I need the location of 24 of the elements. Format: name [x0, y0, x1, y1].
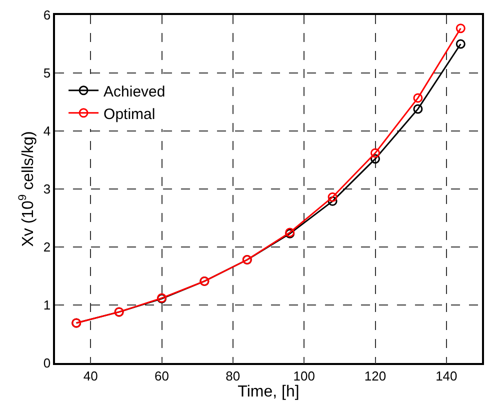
point	[456, 39, 466, 49]
legend-label: Achieved	[104, 83, 166, 100]
point	[413, 93, 423, 103]
y-tick-label: 5	[43, 66, 51, 81]
point	[413, 104, 423, 114]
x-tick-label: 100	[293, 368, 315, 384]
y-tick-label: 6	[43, 8, 51, 23]
x-axis-title: Time, [h]	[238, 383, 300, 400]
x-tick-label: 40	[83, 368, 98, 384]
y-tick-label: 1	[43, 298, 51, 313]
legend-label: Optimal	[104, 106, 156, 123]
y-tick-label: 3	[43, 182, 51, 197]
y-tick-label: 4	[43, 124, 51, 139]
x-tick-label: 120	[364, 368, 386, 384]
y-tick-label: 2	[43, 240, 51, 255]
point	[370, 148, 380, 158]
point	[328, 196, 338, 206]
point	[456, 24, 466, 34]
point	[370, 154, 380, 164]
point	[328, 192, 338, 202]
x-tick-label: 60	[154, 368, 169, 384]
y-tick-label: 0	[43, 356, 51, 371]
x-tick-label: 80	[226, 368, 240, 384]
x-tick-label: 140	[436, 368, 458, 384]
